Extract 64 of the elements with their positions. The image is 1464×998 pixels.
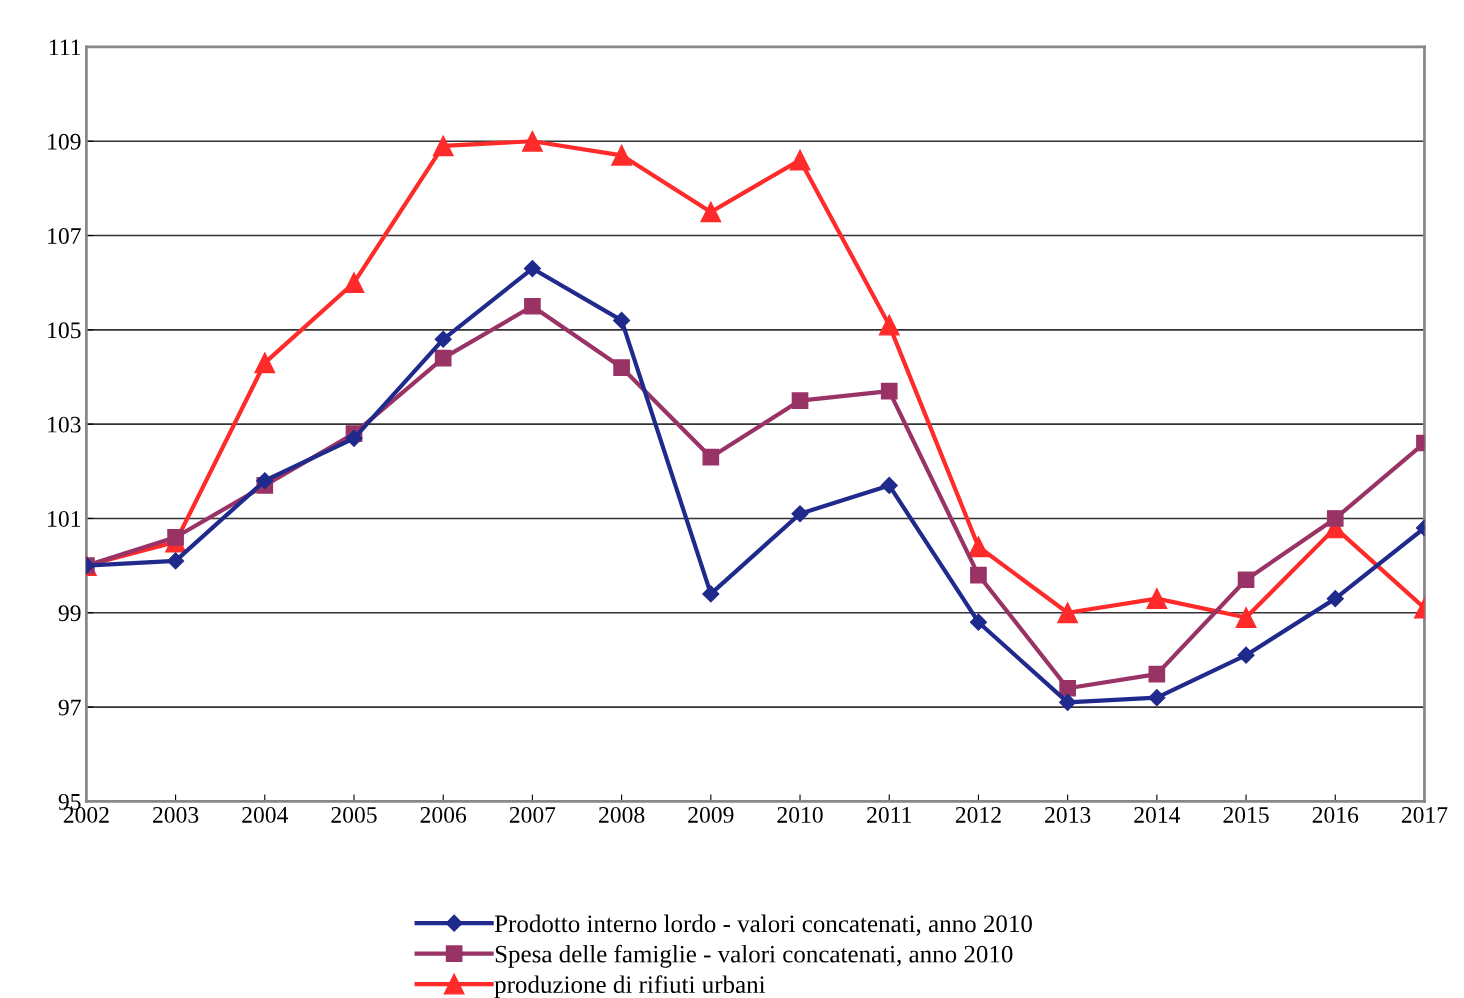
point (524, 297, 541, 315)
x-tick-label: 2010 (777, 806, 823, 823)
point (791, 505, 809, 523)
y-tick-label: 107 (48, 228, 81, 244)
point (1146, 588, 1168, 610)
point (1148, 665, 1166, 683)
point (613, 359, 630, 376)
x-tick-label: 2012 (955, 806, 1001, 823)
point (1059, 693, 1077, 711)
point (789, 149, 811, 171)
x-tick-label: 2003 (153, 806, 199, 823)
x-tick-label: 2006 (420, 806, 467, 823)
x-tick-label: 2015 (1223, 806, 1269, 823)
point (523, 259, 541, 278)
point (167, 528, 184, 546)
point (969, 613, 987, 631)
x-tick-label: 2014 (1134, 806, 1181, 823)
y-tick-label: 103 (48, 416, 81, 433)
point (880, 382, 898, 400)
point (1059, 679, 1076, 697)
point (343, 272, 365, 294)
point (1237, 571, 1255, 589)
point (1326, 510, 1344, 527)
point (1237, 646, 1255, 664)
x-tick-label: 2008 (599, 806, 645, 823)
legend-label: Spesa delle famiglie - valori concatenati, anno 2010 (495, 944, 1013, 968)
point (613, 311, 631, 329)
point (167, 552, 185, 570)
legend-label: produzione di rifiuti urbani (494, 975, 766, 998)
point (702, 585, 720, 603)
point (970, 566, 987, 584)
point (791, 392, 809, 409)
point (1057, 602, 1079, 624)
point (700, 201, 722, 223)
point (968, 536, 989, 558)
y-tick-label: 109 (48, 133, 81, 150)
point (1326, 590, 1344, 608)
x-tick-label: 2017 (1401, 806, 1448, 823)
x-tick-label: 2009 (688, 806, 734, 823)
point (254, 352, 276, 374)
x-tick-label: 2011 (867, 806, 911, 823)
point (434, 349, 452, 367)
y-tick-label: 111 (49, 39, 81, 56)
x-tick-label: 2007 (509, 806, 556, 823)
x-tick-label: 2013 (1045, 806, 1091, 823)
point (878, 314, 900, 336)
point (611, 144, 633, 166)
point (256, 472, 274, 490)
point (521, 130, 543, 152)
legend-label: Prodotto interno lordo - valori concatenati, anno 2010 (494, 914, 1032, 936)
x-tick-label: 2016 (1312, 806, 1359, 823)
y-tick-label: 99 (58, 605, 81, 622)
point (432, 135, 454, 157)
y-tick-label: 105 (48, 322, 81, 339)
x-tick-label: 2005 (331, 806, 377, 823)
point (1148, 689, 1166, 707)
x-tick-label: 2004 (242, 806, 289, 823)
y-tick-label: 101 (48, 510, 81, 527)
point (1235, 607, 1257, 628)
point (345, 429, 363, 447)
y-tick-label: 97 (58, 699, 81, 716)
point (880, 476, 898, 495)
point (434, 330, 452, 348)
point (702, 448, 720, 466)
